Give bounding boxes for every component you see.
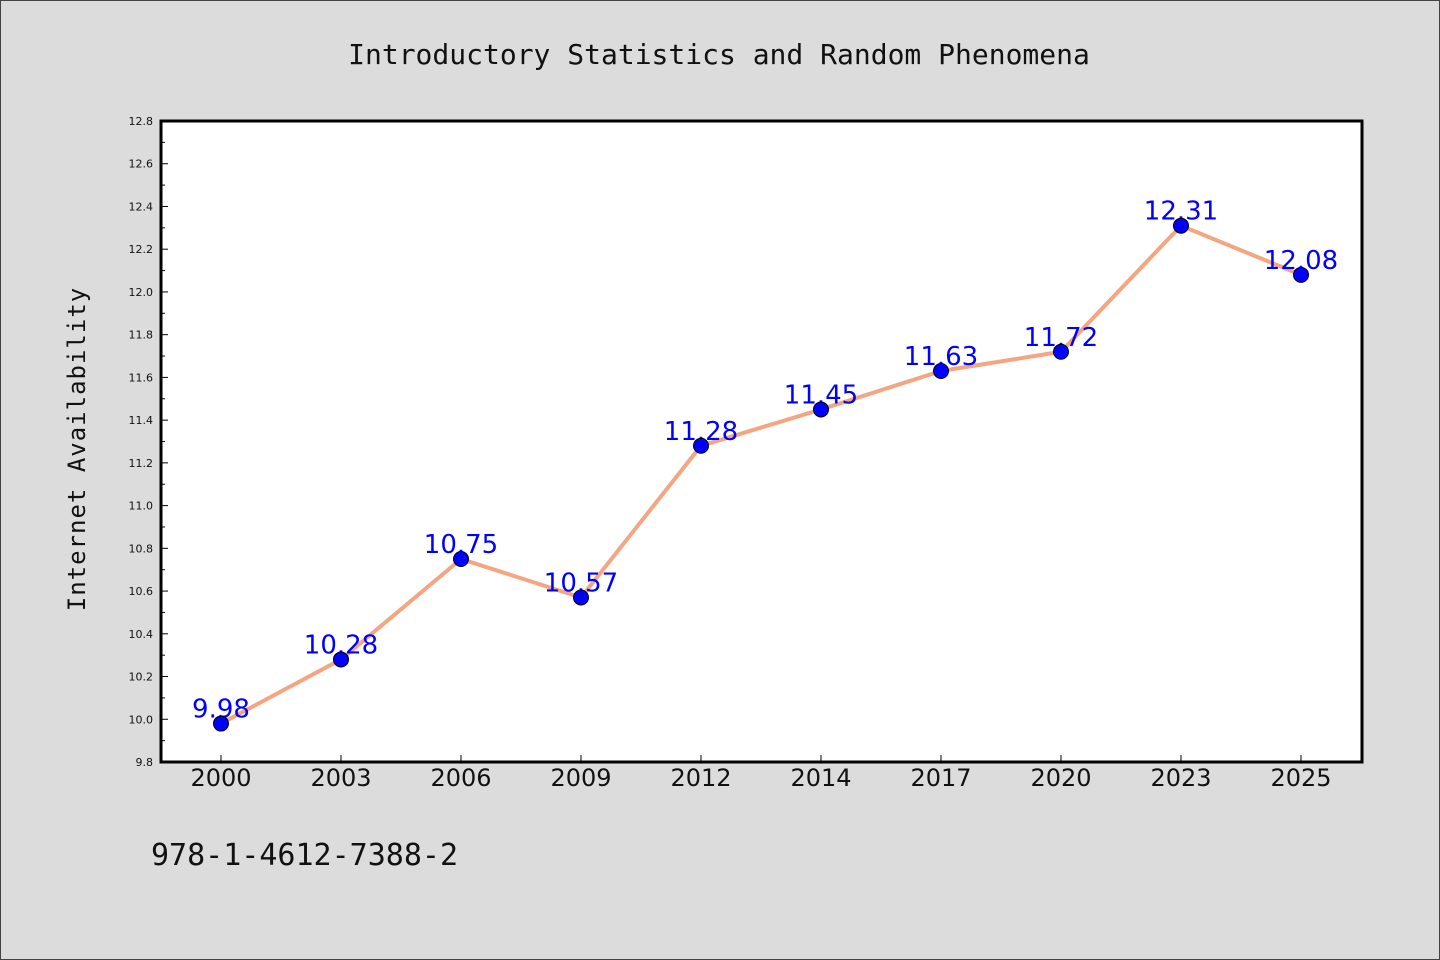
x-tick-label: 2017	[910, 764, 971, 792]
data-point	[213, 715, 229, 732]
x-tick-label: 2025	[1270, 764, 1331, 792]
y-tick-label: 10.8	[129, 542, 154, 555]
x-tick-label: 2006	[430, 764, 491, 792]
x-tick-label: 2023	[1150, 764, 1211, 792]
x-axis: 2000 2003 2006 2009 2012 2014 2017 2020 2023 2025	[190, 755, 1332, 792]
data-point	[333, 651, 349, 668]
data-point	[693, 437, 709, 454]
y-tick-label: 12.6	[129, 158, 154, 171]
chart-title: Introductory Statistics and Random Pheno…	[348, 38, 1090, 71]
y-tick-label: 12.8	[129, 115, 154, 128]
y-tick-label: 11.6	[129, 371, 154, 384]
series-line	[220, 223, 1302, 726]
y-axis: 9.8 10.0 10.2 10.4 10.6 10.8 11.0 11.2 11.4 11.6 1…	[129, 115, 168, 769]
y-tick-label: 12.2	[129, 243, 154, 256]
y-tick-label: 12.4	[129, 200, 154, 213]
plot-area	[159, 119, 1364, 764]
x-tick-label: 2012	[670, 764, 731, 792]
data-point	[573, 589, 589, 606]
isbn-text: 978-1-4612-7388-2	[151, 838, 458, 873]
x-tick-label: 2020	[1030, 764, 1091, 792]
y-tick-label: 11.0	[129, 500, 154, 513]
data-point	[1053, 343, 1069, 360]
x-tick-label: 2000	[190, 764, 251, 792]
y-tick-label: 11.2	[129, 457, 154, 470]
y-axis-label: Internet Availability	[63, 287, 91, 611]
y-tick-label: 12.0	[129, 286, 154, 299]
y-tick-label: 10.2	[129, 671, 154, 684]
data-point	[813, 401, 829, 418]
y-tick-label: 11.8	[129, 329, 154, 342]
y-tick-label: 10.4	[129, 628, 154, 641]
series-1: 9.9810.2810.7510.5711.2811.4511.6311.721…	[192, 197, 1338, 732]
y-tick-label: 10.6	[129, 585, 154, 598]
x-tick-label: 2009	[550, 764, 611, 792]
data-point	[1173, 217, 1189, 234]
y-tick-label: 9.8	[136, 756, 154, 769]
x-tick-label: 2014	[790, 764, 851, 792]
y-tick-label: 11.4	[129, 414, 154, 427]
data-point	[453, 551, 469, 568]
data-point	[1293, 266, 1309, 283]
data-point	[933, 362, 949, 379]
y-tick-label: 10.0	[129, 713, 154, 726]
x-tick-label: 2003	[310, 764, 371, 792]
